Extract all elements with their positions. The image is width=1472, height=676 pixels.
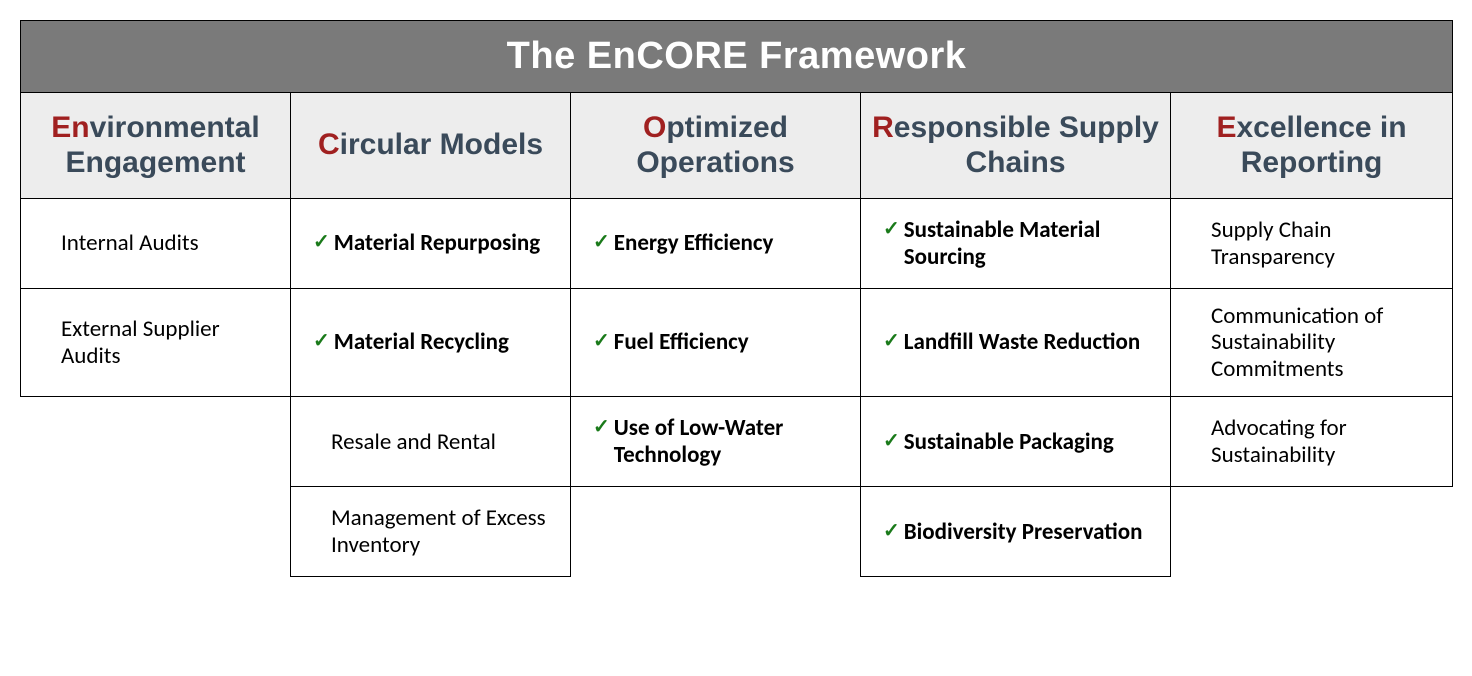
body-row-2: Resale and Rental ✓Use of Low-Water Tech… [21,397,1453,487]
header-row: Environmental Engagement Circular Models… [21,93,1453,199]
cell-text: Supply Chain Transparency [1193,217,1440,270]
col-rest-1: ircular Models [340,128,543,161]
check-icon: ✓ [883,519,900,543]
check-icon: ✓ [313,230,330,254]
cell-text: Sustainable Packaging [904,429,1114,455]
cell-1-1: ✓Material Recycling [291,289,571,397]
cell-text: External Supplier Audits [43,316,278,369]
cell-text: Use of Low-Water Technology [614,415,848,468]
cell-text: Landfill Waste Reduction [904,329,1140,355]
body-row-0: Internal Audits ✓Material Repurposing ✓E… [21,199,1453,289]
cell-text: Advocating for Sustainability [1193,415,1440,468]
check-icon: ✓ [313,329,330,353]
col-rest-0: vironmental Engagement [65,111,259,179]
cell-0-0: Internal Audits [21,199,291,289]
accent-c: C [318,128,340,161]
accent-e: E [1216,111,1236,144]
check-icon: ✓ [883,217,900,241]
cell-text: Energy Efficiency [614,230,774,256]
cell-0-2: ✓Energy Efficiency [571,199,861,289]
cell-2-1: Resale and Rental [291,397,571,487]
cell-text: Management of Excess Inventory [313,505,558,558]
check-icon: ✓ [593,415,610,439]
cell-3-1: Management of Excess Inventory [291,487,571,577]
cell-2-0-empty [21,397,291,487]
cell-3-4-empty [1171,487,1453,577]
accent-en: En [51,111,89,144]
check-icon: ✓ [883,429,900,453]
cell-text: Resale and Rental [313,429,496,455]
cell-text: Biodiversity Preservation [904,519,1143,545]
col-header-environmental: Environmental Engagement [21,93,291,199]
check-icon: ✓ [593,230,610,254]
cell-text: Internal Audits [43,230,199,256]
cell-0-3: ✓Sustainable Material Sourcing [861,199,1171,289]
encore-framework-table: The EnCORE Framework Environmental Engag… [20,20,1453,577]
cell-0-1: ✓Material Repurposing [291,199,571,289]
col-header-optimized: Optimized Operations [571,93,861,199]
cell-0-4: Supply Chain Transparency [1171,199,1453,289]
cell-text: Material Recycling [334,329,509,355]
cell-text: Material Repurposing [334,230,540,256]
cell-3-3: ✓Biodiversity Preservation [861,487,1171,577]
cell-3-2-empty [571,487,861,577]
col-rest-3: esponsible Supply Chains [894,111,1159,179]
cell-1-0: External Supplier Audits [21,289,291,397]
framework-title: The EnCORE Framework [21,21,1453,93]
check-icon: ✓ [883,329,900,353]
body-row-3: Management of Excess Inventory ✓Biodiver… [21,487,1453,577]
cell-text: Sustainable Material Sourcing [904,217,1158,270]
cell-1-3: ✓Landfill Waste Reduction [861,289,1171,397]
body-row-1: External Supplier Audits ✓Material Recyc… [21,289,1453,397]
col-header-circular: Circular Models [291,93,571,199]
accent-r: R [872,111,894,144]
title-row: The EnCORE Framework [21,21,1453,93]
cell-2-3: ✓Sustainable Packaging [861,397,1171,487]
cell-3-0-empty [21,487,291,577]
col-header-excellence: Excellence in Reporting [1171,93,1453,199]
cell-2-4: Advocating for Sustainability [1171,397,1453,487]
cell-1-4: Communication of Sustainability Commitme… [1171,289,1453,397]
cell-1-2: ✓Fuel Efficiency [571,289,861,397]
cell-text: Communication of Sustainability Commitme… [1193,303,1440,382]
cell-text: Fuel Efficiency [614,329,749,355]
col-header-responsible: Responsible Supply Chains [861,93,1171,199]
check-icon: ✓ [593,329,610,353]
col-rest-4: xcellence in Reporting [1236,111,1406,179]
cell-2-2: ✓Use of Low-Water Technology [571,397,861,487]
accent-o: O [643,111,666,144]
